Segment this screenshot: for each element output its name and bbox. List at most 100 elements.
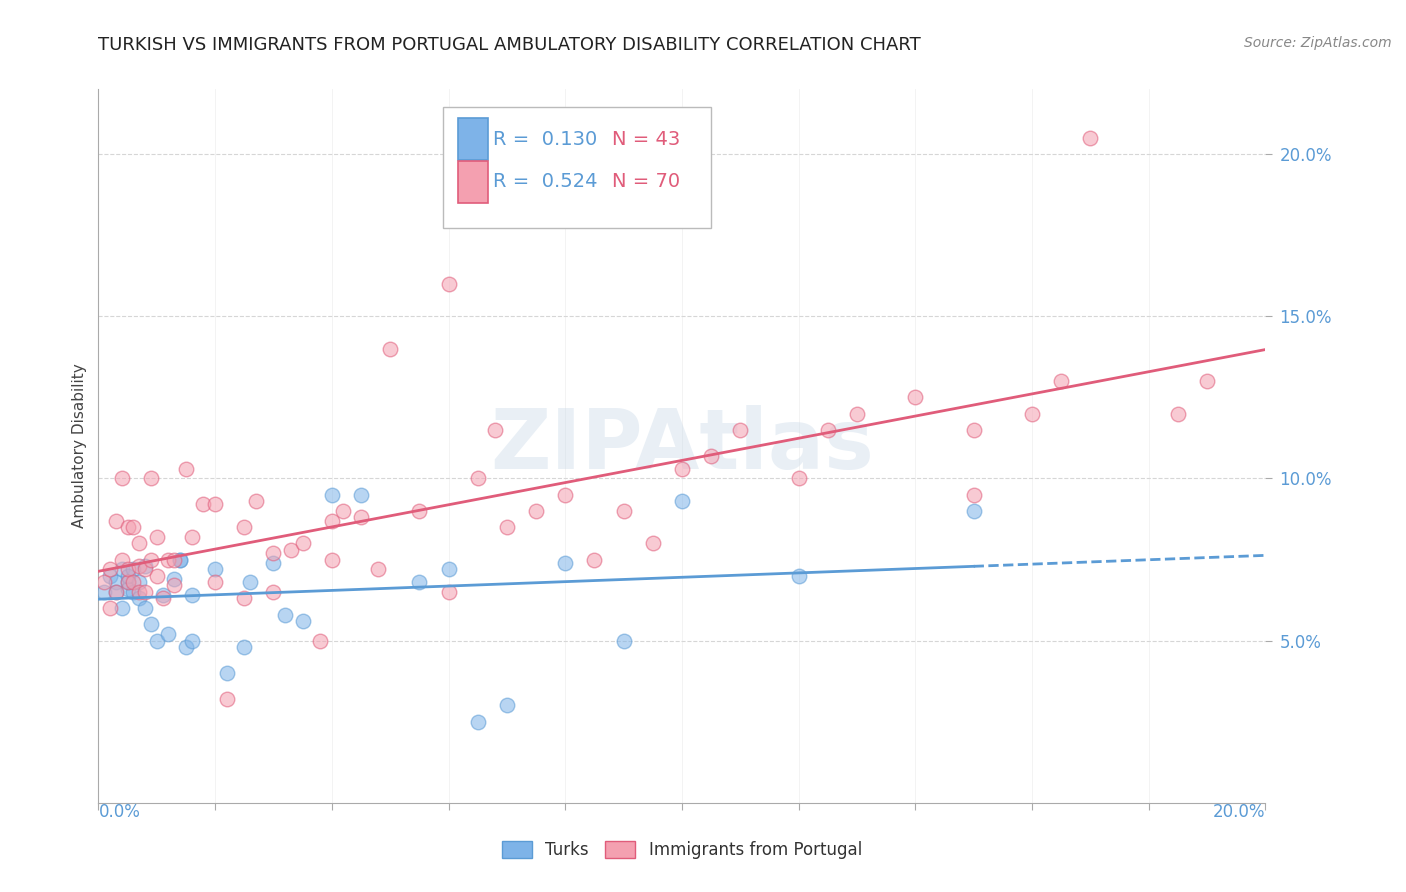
- Point: [467, 471, 489, 485]
- Point: [274, 607, 297, 622]
- Point: [215, 692, 238, 706]
- Point: [128, 575, 150, 590]
- Point: [111, 552, 134, 566]
- Point: [350, 510, 373, 524]
- Point: [122, 562, 145, 576]
- Point: [484, 423, 506, 437]
- Point: [280, 542, 302, 557]
- Text: R =  0.130: R = 0.130: [494, 129, 598, 149]
- Point: [233, 591, 256, 606]
- Point: [104, 585, 127, 599]
- Point: [111, 601, 134, 615]
- Point: [641, 536, 664, 550]
- Point: [1050, 374, 1073, 388]
- Point: [846, 407, 869, 421]
- Point: [152, 588, 174, 602]
- Text: N = 43: N = 43: [612, 129, 681, 149]
- Point: [233, 520, 256, 534]
- Point: [174, 461, 197, 475]
- Text: N = 70: N = 70: [612, 172, 681, 192]
- Point: [332, 504, 354, 518]
- Point: [700, 449, 723, 463]
- Text: ZIPAtlas: ZIPAtlas: [489, 406, 875, 486]
- Point: [204, 497, 226, 511]
- Point: [321, 552, 343, 566]
- Point: [309, 633, 332, 648]
- Point: [291, 614, 314, 628]
- FancyBboxPatch shape: [458, 118, 488, 161]
- Point: [111, 562, 134, 576]
- Point: [117, 575, 139, 590]
- Point: [98, 601, 121, 615]
- Point: [496, 520, 519, 534]
- Point: [671, 461, 693, 475]
- Point: [350, 488, 373, 502]
- Point: [122, 585, 145, 599]
- Point: [193, 497, 215, 511]
- Point: [128, 559, 150, 574]
- Text: 0.0%: 0.0%: [98, 803, 141, 821]
- Point: [583, 552, 606, 566]
- Point: [180, 588, 202, 602]
- Point: [817, 423, 839, 437]
- Point: [496, 698, 519, 713]
- Point: [139, 471, 162, 485]
- Point: [408, 575, 430, 590]
- Point: [380, 342, 402, 356]
- Point: [146, 568, 169, 582]
- Point: [152, 591, 174, 606]
- Point: [367, 562, 389, 576]
- Point: [146, 530, 169, 544]
- Point: [104, 514, 127, 528]
- Point: [904, 390, 927, 404]
- Point: [134, 585, 156, 599]
- Text: R =  0.524: R = 0.524: [494, 172, 598, 192]
- Point: [180, 530, 202, 544]
- Text: 20.0%: 20.0%: [1213, 803, 1265, 821]
- Point: [524, 504, 547, 518]
- Point: [104, 585, 127, 599]
- Point: [117, 582, 139, 596]
- Point: [262, 556, 284, 570]
- Point: [262, 546, 284, 560]
- Point: [98, 568, 121, 582]
- Point: [1195, 374, 1218, 388]
- Point: [321, 488, 343, 502]
- Point: [612, 633, 634, 648]
- Point: [146, 633, 169, 648]
- Point: [117, 575, 139, 590]
- Point: [117, 520, 139, 534]
- Point: [163, 572, 186, 586]
- Point: [291, 536, 314, 550]
- Text: Source: ZipAtlas.com: Source: ZipAtlas.com: [1244, 36, 1392, 50]
- Point: [612, 504, 634, 518]
- Point: [1080, 131, 1102, 145]
- Text: TURKISH VS IMMIGRANTS FROM PORTUGAL AMBULATORY DISABILITY CORRELATION CHART: TURKISH VS IMMIGRANTS FROM PORTUGAL AMBU…: [98, 36, 921, 54]
- Point: [467, 714, 489, 729]
- Point: [134, 601, 156, 615]
- Point: [117, 562, 139, 576]
- Point: [408, 504, 430, 518]
- Point: [139, 552, 162, 566]
- Y-axis label: Ambulatory Disability: Ambulatory Disability: [72, 364, 87, 528]
- Point: [174, 640, 197, 654]
- Point: [215, 666, 238, 681]
- Point: [671, 494, 693, 508]
- Point: [962, 488, 984, 502]
- Point: [122, 575, 145, 590]
- Point: [1021, 407, 1043, 421]
- Point: [437, 585, 460, 599]
- Point: [239, 575, 262, 590]
- Point: [233, 640, 256, 654]
- Point: [134, 559, 156, 574]
- Point: [204, 562, 226, 576]
- Point: [437, 562, 460, 576]
- Point: [128, 591, 150, 606]
- Point: [554, 488, 576, 502]
- Point: [163, 578, 186, 592]
- FancyBboxPatch shape: [443, 107, 711, 228]
- Point: [117, 568, 139, 582]
- Point: [122, 520, 145, 534]
- Point: [437, 277, 460, 291]
- Point: [128, 536, 150, 550]
